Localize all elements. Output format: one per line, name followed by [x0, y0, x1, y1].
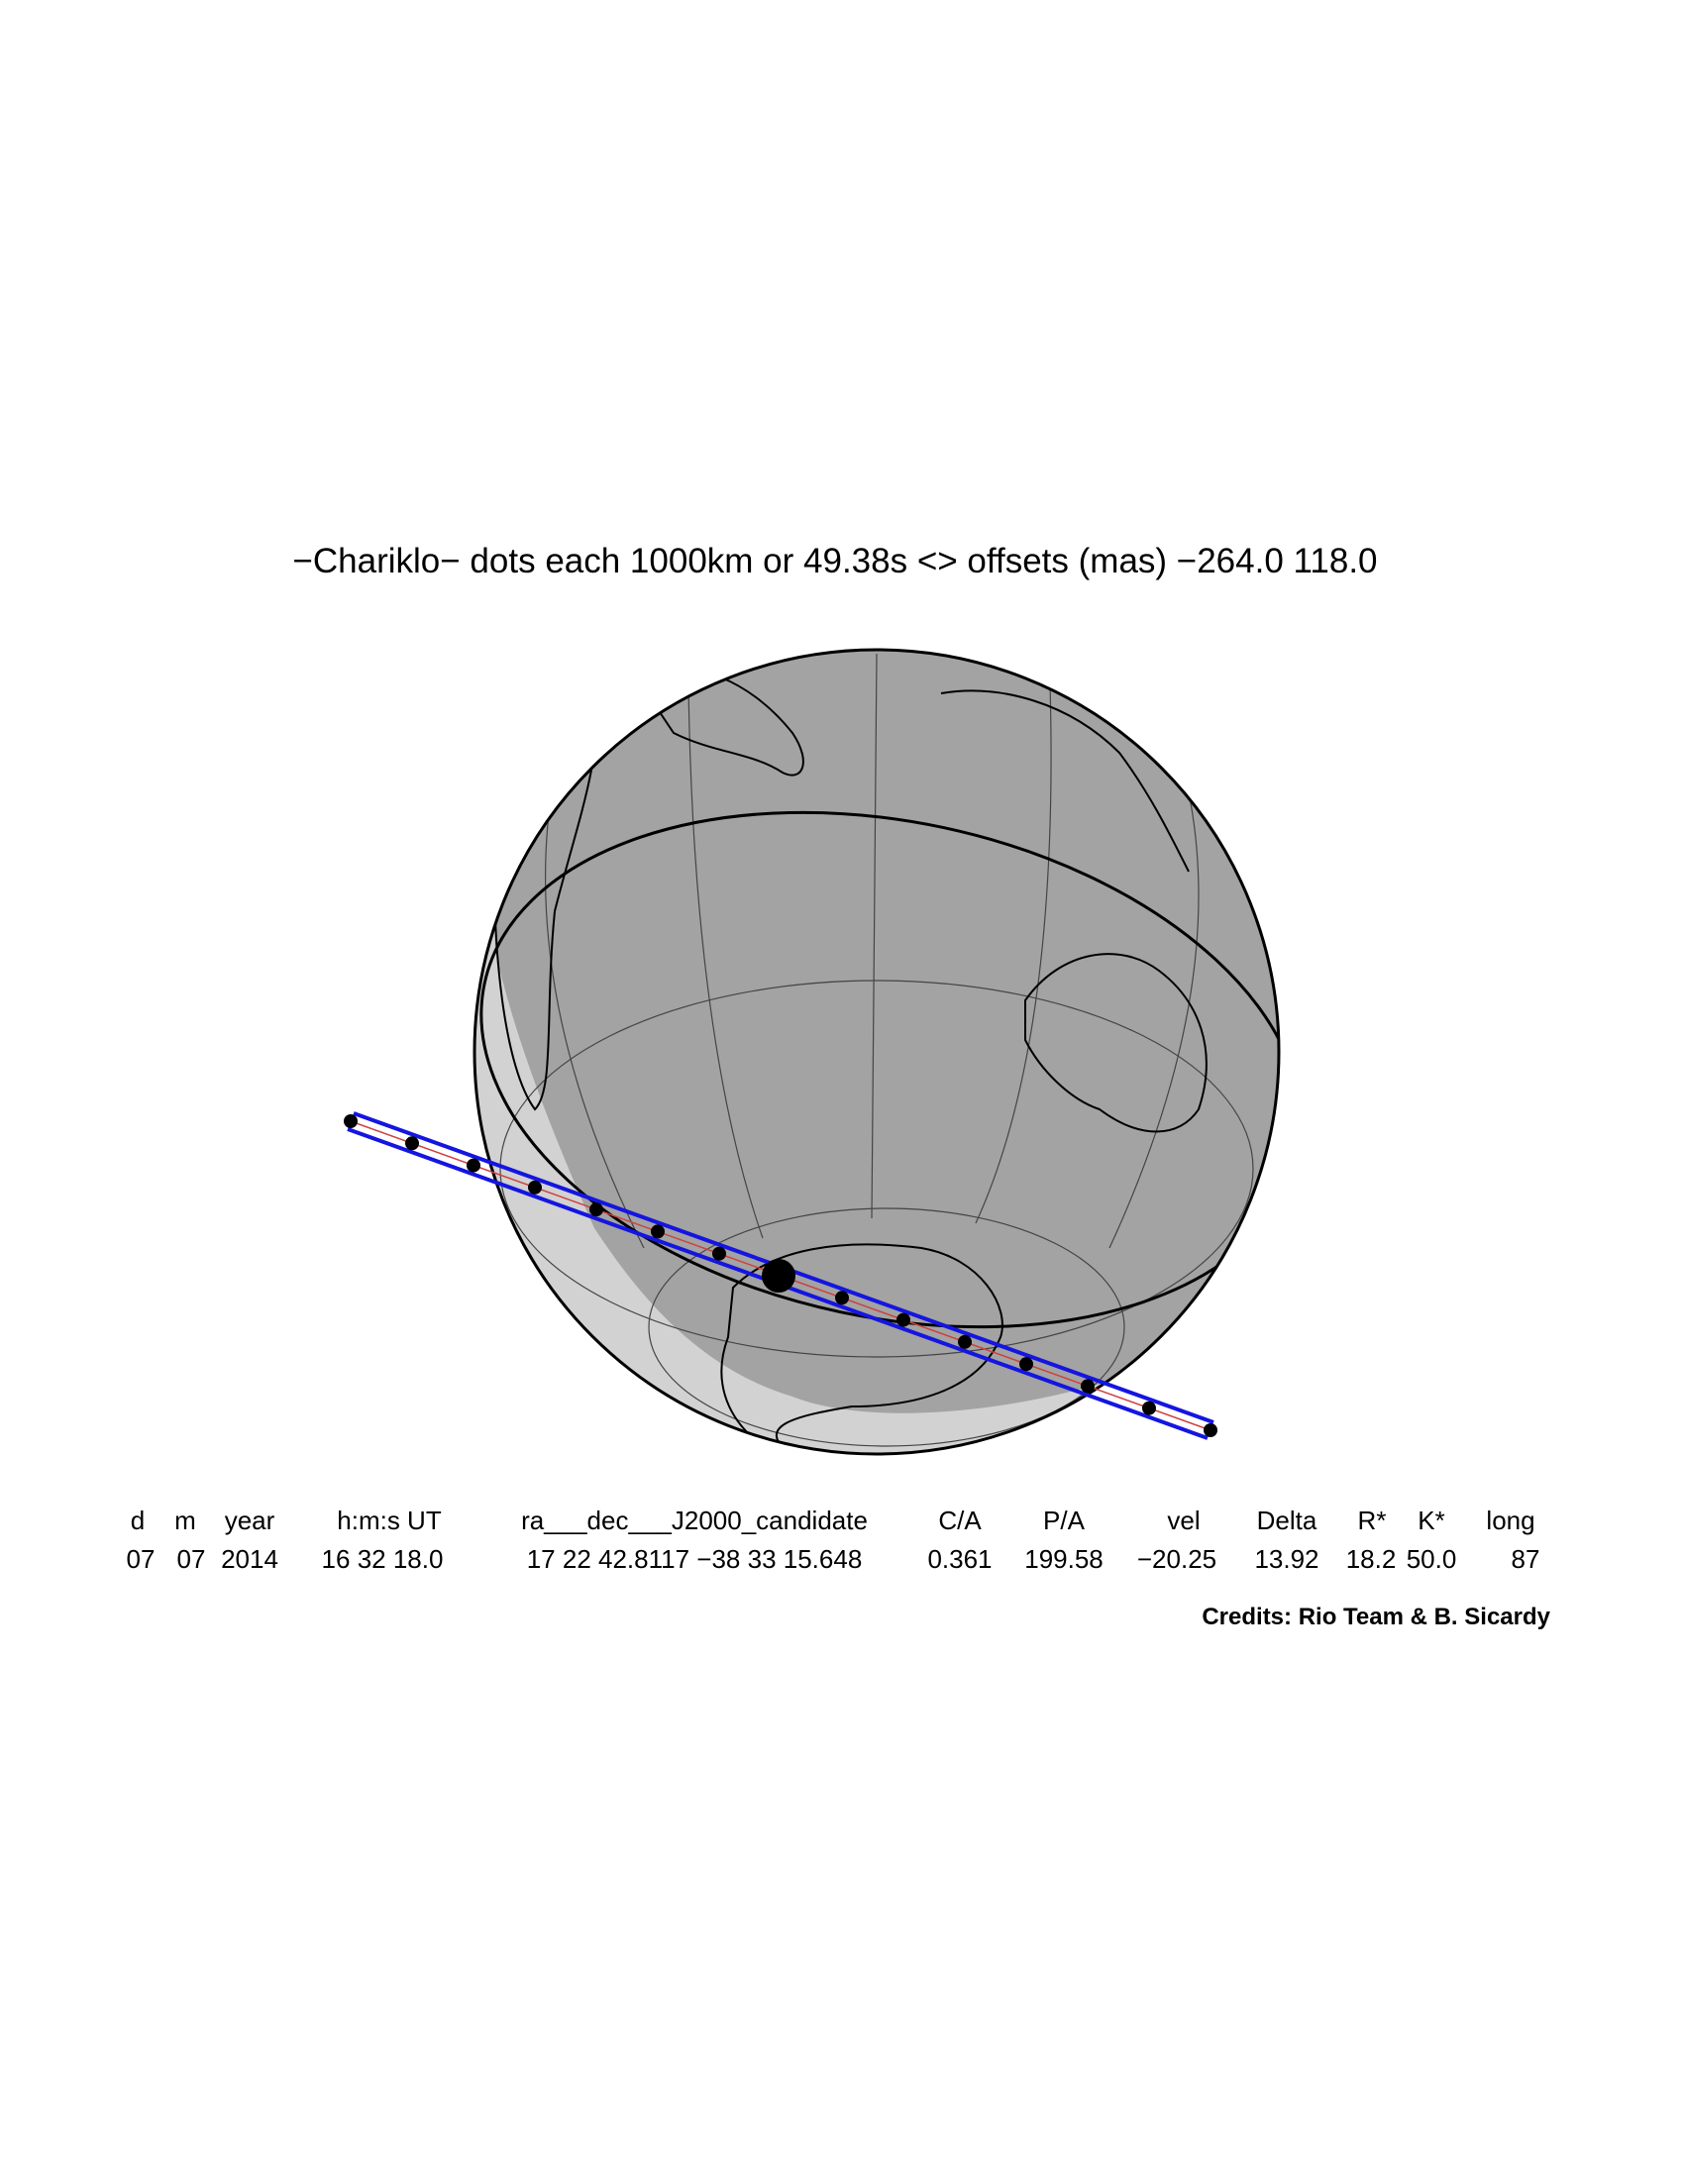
path-dot: [1081, 1379, 1095, 1394]
globe-outline: [473, 648, 1281, 1456]
parallel: [648, 1207, 1125, 1447]
table-header: m: [174, 1506, 196, 1535]
table-header: long: [1486, 1506, 1534, 1535]
globe-day: [494, 650, 1279, 1413]
table-header: Delta: [1257, 1506, 1317, 1535]
table-header: P/A: [1043, 1506, 1086, 1535]
shadow-path: [344, 1111, 1217, 1440]
path-dot: [467, 1158, 480, 1173]
table-header: h:m:s UT: [337, 1506, 442, 1535]
table-value: 17 22 42.8117 −38 33 15.648: [527, 1544, 863, 1574]
table-value: 07: [177, 1544, 206, 1574]
meridian: [975, 682, 1052, 1224]
meridian: [687, 682, 764, 1239]
meridian: [871, 653, 878, 1219]
terminator: [479, 810, 1279, 1329]
path-dot: [344, 1114, 358, 1128]
path-dot: [528, 1180, 542, 1195]
table-header: R*: [1358, 1506, 1387, 1535]
path-dot: [958, 1334, 972, 1349]
table-header: d: [131, 1506, 145, 1535]
globe: [473, 648, 1281, 1456]
table-value: 2014: [221, 1544, 278, 1574]
table-value: 50.0: [1407, 1544, 1457, 1574]
table-header: K*: [1418, 1506, 1444, 1535]
table-value: 0.361: [927, 1544, 992, 1574]
path-dot: [651, 1224, 665, 1239]
table-header: vel: [1167, 1506, 1200, 1535]
table-value: 07: [127, 1544, 156, 1574]
closest-approach: [762, 1259, 795, 1293]
table-header: ra___dec___J2000_candidate: [521, 1506, 868, 1535]
table-value: 18.2: [1346, 1544, 1397, 1574]
table-header: year: [225, 1506, 275, 1535]
path-dot: [1204, 1423, 1217, 1437]
meridian: [1108, 791, 1200, 1249]
path-dot: [896, 1312, 910, 1327]
table-header: C/A: [938, 1506, 982, 1535]
path-dot: [405, 1136, 419, 1151]
table-value: 16 32 18.0: [322, 1544, 444, 1574]
title: −Chariklo− dots each 1000km or 49.38s <>…: [292, 542, 1377, 580]
meridian: [545, 772, 645, 1249]
parallel: [499, 980, 1254, 1358]
path-dot: [1019, 1357, 1033, 1372]
table-value: 199.58: [1024, 1544, 1104, 1574]
credits: Credits: Rio Team & B. Sicardy: [1202, 1604, 1550, 1630]
path-dot: [835, 1291, 849, 1305]
path-dot: [589, 1202, 603, 1217]
path-dot: [712, 1246, 726, 1261]
table-value: 13.92: [1254, 1544, 1318, 1574]
table-value: 87: [1512, 1544, 1540, 1574]
path-dot: [1142, 1401, 1156, 1415]
parameter-table: d m year h:m:s UT ra___dec___J2000_candidate…: [127, 1506, 1540, 1574]
australia: [1024, 953, 1208, 1133]
indonesia: [940, 689, 1190, 873]
table-value: −20.25: [1137, 1544, 1216, 1574]
